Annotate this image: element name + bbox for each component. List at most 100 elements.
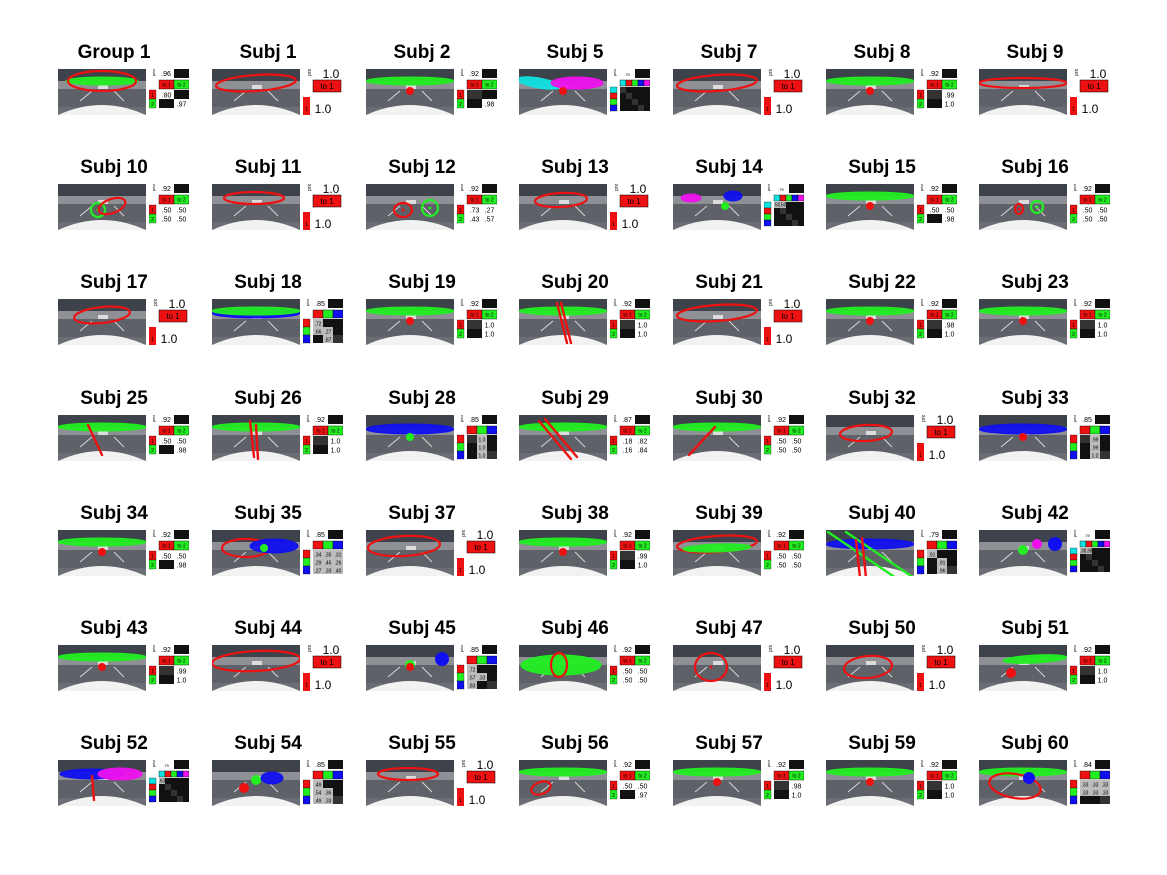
row1-key: [457, 558, 464, 576]
matrix-cell-value-bg: [942, 99, 957, 108]
matrix-cell-value-bg: [159, 436, 174, 445]
matrix-value: .31: [335, 553, 342, 559]
prior-value: .92: [161, 186, 171, 193]
matrix-value: .27: [485, 208, 495, 215]
panel-title: Subj 20: [541, 272, 609, 293]
gaze-streak: [254, 423, 260, 461]
header-cell: [637, 79, 645, 87]
subject-panel: Subj 33 prior .85 .99 .99 1.0: [979, 388, 1129, 468]
matrix-value: 1.0: [177, 678, 187, 685]
matrix-cell-value-bg: [328, 445, 343, 454]
matrix-value: .40: [335, 569, 342, 575]
matrix-value: .33: [1092, 783, 1099, 789]
dashcam-scene: [673, 69, 761, 115]
matrix-value: .50: [638, 678, 648, 685]
matrix-cell-value-bg: [482, 99, 497, 108]
matrix-cell: [177, 796, 183, 802]
matrix-value: .50: [177, 554, 187, 561]
dashcam-scene: [826, 415, 914, 461]
dashcam-scene: [366, 184, 454, 230]
car-hood: [826, 335, 914, 345]
matrix-cell: [638, 93, 644, 99]
matrix-cell: [774, 208, 780, 214]
transition-value: 1.0: [469, 563, 486, 576]
prior-cell: [620, 415, 635, 424]
gaze-streak: [860, 536, 868, 576]
to1-label: to 1: [1083, 313, 1092, 319]
matrix-value: 1.0: [792, 793, 802, 800]
matrix-cell: [927, 558, 937, 566]
header-cell: [634, 770, 650, 781]
gaze-center: [401, 208, 405, 212]
matrix-cell-value-bg: [467, 665, 477, 673]
header-cell: [1099, 425, 1110, 435]
lane-marking: [847, 320, 861, 332]
transition-matrix: prior .87 to 1 to 2 1 .18 .82 2 .16 .84: [610, 415, 650, 455]
matrix-cell: [159, 675, 174, 684]
matrix-value: .50: [777, 563, 787, 570]
matrix-value: .50: [623, 678, 633, 685]
to2-label: to 2: [792, 429, 801, 435]
matrix-cell: [626, 105, 632, 111]
transition-matrix: prior .92 to 1 to 2 1 .50 .50 2 .97: [610, 760, 650, 800]
prior-cell: [620, 299, 635, 308]
matrix-value: 1.0: [479, 438, 486, 444]
matrix-cell: [620, 105, 626, 111]
lead-vehicle: [713, 776, 723, 780]
subject-panel: Subj 2 prior .92 to 1 to 2 1 2 .98: [366, 42, 516, 122]
to2-label: to 2: [638, 774, 647, 780]
prior-cell: [313, 530, 328, 539]
panel-title: Subj 39: [695, 503, 763, 524]
subject-panel: Group 1 prior .96 to 1 to 2 1 .80 2 .97: [58, 42, 208, 122]
matrix-cell-value-bg: [1080, 788, 1090, 796]
transition-matrix: prior .92 to 1 to 2 1 .50 .50 2 .50 .50: [610, 645, 650, 685]
to1-label: to 1: [474, 543, 488, 552]
row-key-label: 2: [151, 102, 154, 108]
header-cell: [327, 425, 343, 436]
prior-label: prior: [305, 415, 310, 422]
matrix-cell: [1086, 566, 1092, 572]
transition-matrix: prior .92 to 1 to 2 1 1.0 2 1.0: [1070, 645, 1110, 685]
to1-header: [312, 194, 342, 208]
matrix-cell: [626, 99, 632, 105]
car-hood: [212, 681, 300, 691]
panel-title: Subj 19: [388, 272, 456, 293]
matrix-cell-value-bg: [477, 435, 487, 443]
row1-key-label: 1: [459, 568, 462, 574]
transition-matrix: prior 1.0to 11 1.0: [303, 184, 342, 230]
row-key: [457, 98, 465, 109]
gaze-ellipse: [366, 306, 454, 316]
row1-key-label: 1: [612, 222, 615, 228]
matrix-cell: [487, 435, 497, 443]
row-key: [149, 789, 157, 797]
matrix-cell: [632, 93, 638, 99]
matrix-cell-value-bg: [313, 796, 323, 804]
panel-title: Subj 60: [1001, 733, 1069, 754]
transition-matrix: prior .84.33.33.33.33.33.33: [1070, 760, 1110, 805]
lane-marking: [267, 551, 279, 563]
prior-value: .92: [469, 71, 479, 78]
subject-panel: Subj 7 prior 1.0 to 1 1 1.0: [673, 42, 823, 122]
to2-label: to 2: [792, 774, 801, 780]
to2-label: to 2: [177, 429, 186, 435]
transition-matrix: prior .92 to 1 to 2 1 .98 2 1.0: [764, 760, 804, 800]
matrix-cell-value-bg: [1090, 788, 1100, 796]
matrix-cell: [786, 202, 792, 208]
panel-title: Subj 1: [239, 42, 297, 63]
gaze-dot: [1019, 433, 1027, 441]
row-key: [1070, 787, 1078, 797]
dashcam-scene: [58, 184, 146, 230]
car-hood: [826, 451, 914, 461]
matrix-cell: [487, 443, 497, 451]
dashcam-scene: [58, 645, 146, 691]
transition-matrix: prior .92 to 1 to 2 1 1.0 2 1.0: [917, 760, 957, 800]
matrix-value: .50: [162, 554, 172, 561]
lead-vehicle: [866, 85, 876, 89]
row-key: [610, 86, 618, 94]
matrix-cell: [477, 665, 487, 673]
prior-label: prior: [305, 760, 310, 767]
subject-panel: Subj 1 prior 1.0 to 1 1 1.0: [212, 42, 362, 122]
gaze-dot: [98, 663, 106, 671]
panel-title: Subj 11: [234, 157, 302, 178]
matrix-cell: [947, 558, 957, 566]
